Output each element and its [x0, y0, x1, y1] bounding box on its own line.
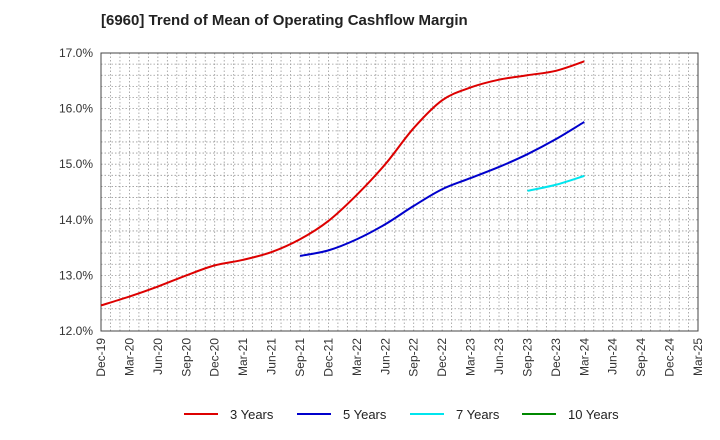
x-tick-label: Mar-20 — [122, 338, 136, 376]
y-tick-label: 17.0% — [59, 46, 93, 60]
legend-item-10-years: 10 Years — [522, 404, 619, 424]
y-tick-label: 16.0% — [59, 102, 93, 116]
plot-background — [101, 53, 698, 331]
x-tick-label: Mar-22 — [350, 338, 364, 376]
x-tick-label: Jun-22 — [378, 338, 392, 375]
x-tick-label: Mar-25 — [691, 338, 705, 376]
x-tick-label: Jun-21 — [265, 338, 279, 375]
y-tick-label: 14.0% — [59, 213, 93, 227]
series-line-7-years — [527, 174, 585, 192]
legend-item-5-years: 5 Years — [297, 404, 386, 424]
legend-item-3-years: 3 Years — [184, 404, 273, 424]
series-line-3-years — [100, 60, 585, 307]
x-tick-label: Dec-24 — [663, 338, 677, 377]
x-tick-label: Sep-22 — [407, 338, 421, 377]
chart-title: [6960] Trend of Mean of Operating Cashfl… — [101, 12, 468, 29]
legend-label-10-years: 10 Years — [568, 406, 619, 422]
x-tick-label: Dec-20 — [208, 338, 222, 377]
x-tick-label: Dec-19 — [94, 338, 108, 377]
x-tick-label: Sep-20 — [179, 338, 193, 377]
legend-label-7-years: 7 Years — [456, 406, 500, 422]
legend: 3 Years 5 Years 7 Years 10 Years — [0, 404, 720, 424]
x-tick-label: Sep-24 — [634, 338, 648, 377]
x-tick-label: Mar-24 — [577, 338, 591, 376]
legend-swatch-3-years — [184, 413, 218, 415]
legend-swatch-7-years — [410, 413, 444, 415]
x-tick-label: Sep-21 — [293, 338, 307, 377]
x-tick-label: Jun-20 — [151, 338, 165, 375]
x-tick-label: Dec-22 — [435, 338, 449, 377]
x-tick-label: Jun-23 — [492, 338, 506, 375]
legend-label-5-years: 5 Years — [343, 406, 387, 422]
y-tick-label: 12.0% — [59, 324, 93, 338]
y-tick-label: 13.0% — [59, 268, 93, 282]
x-tick-label: Mar-21 — [236, 338, 250, 376]
x-tick-label: Mar-23 — [464, 338, 478, 376]
y-tick-label: 15.0% — [59, 157, 93, 171]
plot-border — [100, 52, 699, 332]
x-tick-label: Sep-23 — [520, 338, 534, 377]
legend-swatch-10-years — [522, 413, 556, 415]
legend-label-3-years: 3 Years — [230, 406, 274, 422]
x-tick-label: Jun-24 — [606, 338, 620, 375]
legend-swatch-5-years — [297, 413, 331, 415]
x-tick-label: Dec-21 — [321, 338, 335, 377]
series-line-5-years — [299, 121, 585, 257]
legend-item-7-years: 7 Years — [410, 404, 499, 424]
x-tick-label: Dec-23 — [549, 338, 563, 377]
